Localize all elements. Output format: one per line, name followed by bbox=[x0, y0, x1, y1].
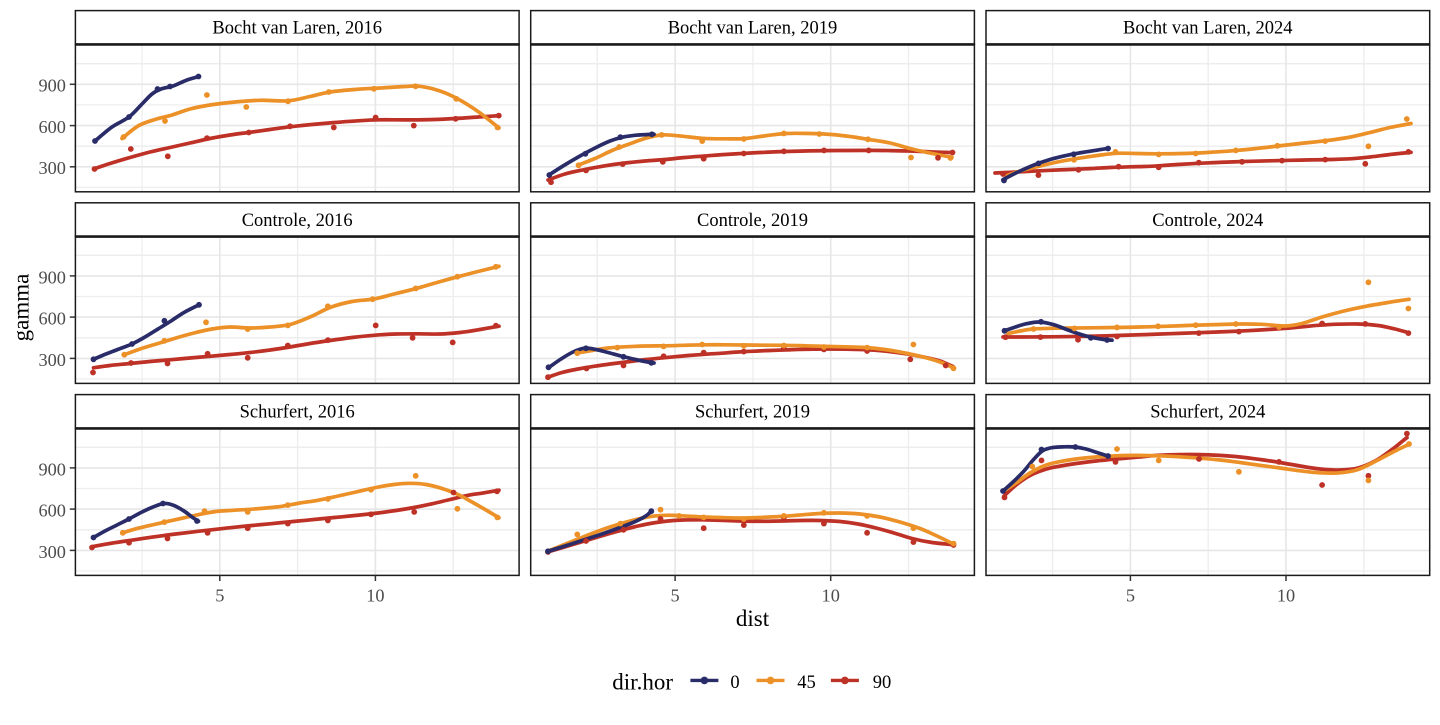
svg-text:dist: dist bbox=[736, 606, 770, 631]
svg-text:Controle, 2019: Controle, 2019 bbox=[697, 211, 808, 231]
svg-text:5: 5 bbox=[671, 586, 680, 606]
svg-text:5: 5 bbox=[1126, 586, 1135, 606]
svg-text:90: 90 bbox=[873, 673, 892, 693]
svg-text:45: 45 bbox=[797, 673, 816, 693]
svg-text:600: 600 bbox=[38, 501, 65, 521]
svg-text:10: 10 bbox=[366, 586, 384, 606]
svg-text:10: 10 bbox=[1277, 586, 1295, 606]
svg-text:Schurfert, 2019: Schurfert, 2019 bbox=[695, 403, 810, 423]
svg-text:300: 300 bbox=[38, 350, 65, 370]
svg-text:600: 600 bbox=[38, 309, 65, 329]
svg-text:Schurfert, 2024: Schurfert, 2024 bbox=[1150, 403, 1265, 423]
svg-text:900: 900 bbox=[38, 76, 65, 96]
svg-text:Bocht van Laren, 2019: Bocht van Laren, 2019 bbox=[668, 19, 838, 39]
svg-text:0: 0 bbox=[730, 673, 739, 693]
svg-text:Controle, 2024: Controle, 2024 bbox=[1152, 211, 1263, 231]
svg-text:Schurfert, 2016: Schurfert, 2016 bbox=[240, 403, 355, 423]
svg-text:900: 900 bbox=[38, 267, 65, 287]
svg-text:Bocht van Laren, 2016: Bocht van Laren, 2016 bbox=[212, 19, 382, 39]
svg-text:dir.hor: dir.hor bbox=[612, 670, 673, 695]
svg-text:900: 900 bbox=[38, 459, 65, 479]
svg-text:Bocht van Laren, 2024: Bocht van Laren, 2024 bbox=[1123, 19, 1293, 39]
svg-text:5: 5 bbox=[215, 586, 224, 606]
svg-text:300: 300 bbox=[38, 158, 65, 178]
svg-text:gamma: gamma bbox=[9, 274, 34, 342]
svg-text:300: 300 bbox=[38, 542, 65, 562]
svg-text:Controle, 2016: Controle, 2016 bbox=[242, 211, 353, 231]
svg-text:10: 10 bbox=[822, 586, 840, 606]
svg-text:600: 600 bbox=[38, 117, 65, 137]
